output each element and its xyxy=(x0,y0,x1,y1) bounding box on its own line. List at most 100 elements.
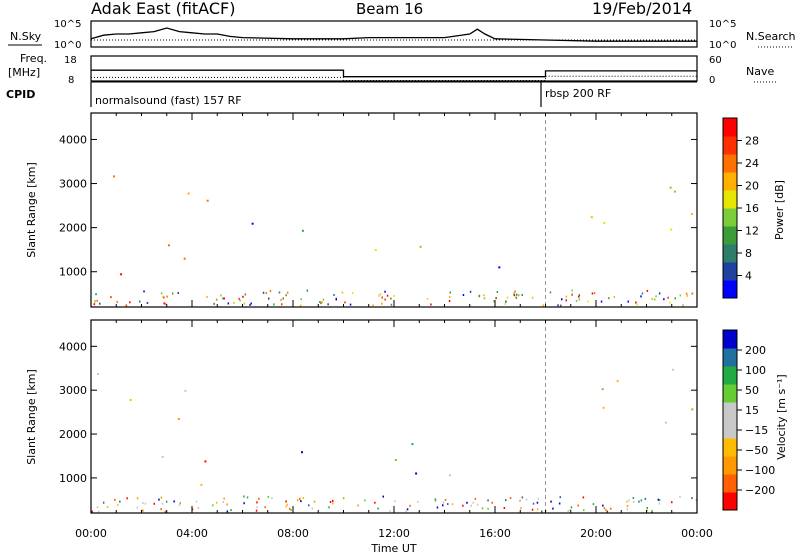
power-ylabel: Slant Range [km] xyxy=(25,162,38,258)
data-cell xyxy=(495,297,497,300)
data-cell xyxy=(644,497,647,500)
data-cell xyxy=(491,501,493,504)
data-cell xyxy=(673,190,676,193)
data-cell xyxy=(434,498,437,501)
data-cell xyxy=(466,501,468,504)
data-cell xyxy=(173,500,175,503)
colorbar-tick-label: 200 xyxy=(745,344,766,357)
data-cell xyxy=(246,496,249,499)
data-cell xyxy=(542,304,545,307)
data-cell xyxy=(164,510,167,513)
data-cell xyxy=(239,299,241,302)
data-cell xyxy=(541,510,543,513)
data-cell xyxy=(472,501,474,504)
data-cell xyxy=(273,303,275,306)
data-cell xyxy=(238,297,240,300)
colorbar-swatch xyxy=(723,456,737,475)
data-cell xyxy=(587,300,589,303)
data-cell xyxy=(384,298,386,301)
data-cell xyxy=(550,500,552,503)
data-cell xyxy=(549,291,552,294)
colorbar-tick-label: 15 xyxy=(745,404,759,417)
data-cell xyxy=(200,483,203,486)
data-cell xyxy=(605,509,607,512)
data-cell xyxy=(117,503,119,506)
data-cell xyxy=(163,296,165,299)
data-cell xyxy=(536,501,539,504)
data-cell xyxy=(515,296,518,299)
data-cell xyxy=(94,300,96,303)
data-cell xyxy=(505,499,507,502)
data-cell xyxy=(481,507,484,510)
data-cell xyxy=(119,500,121,503)
time-tick-label: 00:00 xyxy=(75,527,107,540)
data-cell xyxy=(168,244,170,247)
time-tick-label: 12:00 xyxy=(378,527,410,540)
data-cell xyxy=(381,296,383,299)
colorbar-swatch xyxy=(723,262,737,281)
data-cell xyxy=(126,497,128,500)
data-cell xyxy=(344,301,346,304)
data-cell xyxy=(110,296,112,299)
data-cell xyxy=(389,510,391,513)
data-cell xyxy=(616,380,619,383)
data-cell xyxy=(505,300,507,303)
data-cell xyxy=(451,503,454,506)
data-cell xyxy=(213,302,215,305)
data-cell xyxy=(197,506,199,509)
data-cell xyxy=(386,294,389,297)
data-cell xyxy=(430,303,432,306)
data-cell xyxy=(571,293,573,296)
data-cell xyxy=(267,496,269,498)
noise-left-label: N.Sky xyxy=(10,30,42,43)
data-cell xyxy=(280,298,282,301)
data-cell xyxy=(669,301,671,304)
data-cell xyxy=(641,292,644,295)
data-cell xyxy=(635,301,637,304)
noise-left-tick-top: 10^5 xyxy=(54,19,81,30)
colorbar-tick-label: −100 xyxy=(745,464,775,477)
data-cell xyxy=(256,506,258,509)
data-cell xyxy=(602,504,604,507)
data-cell xyxy=(691,292,694,295)
data-cell xyxy=(222,297,224,300)
data-cell xyxy=(606,510,609,513)
data-cell xyxy=(679,496,681,499)
data-cell xyxy=(93,303,96,306)
data-cell xyxy=(320,301,322,304)
data-cell xyxy=(328,506,330,509)
colorbar-swatch xyxy=(723,154,737,173)
data-cell xyxy=(590,216,593,219)
data-cell xyxy=(449,291,451,294)
data-cell xyxy=(313,500,316,503)
data-cell xyxy=(332,499,334,502)
colorbar-swatch xyxy=(723,438,737,457)
data-cell xyxy=(183,257,186,260)
data-cell xyxy=(333,294,335,296)
data-cell xyxy=(297,499,299,502)
data-cell xyxy=(390,303,393,306)
data-cell xyxy=(290,509,292,511)
data-cell xyxy=(578,294,581,297)
y-tick-label: 4000 xyxy=(59,340,87,353)
data-cell xyxy=(300,304,302,307)
data-cell xyxy=(226,510,229,513)
data-cell xyxy=(686,294,689,297)
data-cell xyxy=(483,297,486,300)
time-axis: 00:00 04:00 08:00 12:00 16:00 20:00 00:00 xyxy=(75,527,713,540)
data-cell xyxy=(341,291,344,294)
data-cell xyxy=(613,296,616,298)
data-cell xyxy=(96,506,99,509)
data-cell xyxy=(332,502,334,505)
data-cell xyxy=(286,503,288,506)
data-cell xyxy=(262,291,265,294)
data-cell xyxy=(285,500,287,503)
data-cell xyxy=(561,298,563,301)
data-cell xyxy=(462,504,464,507)
data-cell xyxy=(195,500,198,503)
data-cell xyxy=(256,501,258,504)
data-cell xyxy=(411,443,414,446)
data-cell xyxy=(278,291,281,294)
data-cell xyxy=(569,508,571,511)
